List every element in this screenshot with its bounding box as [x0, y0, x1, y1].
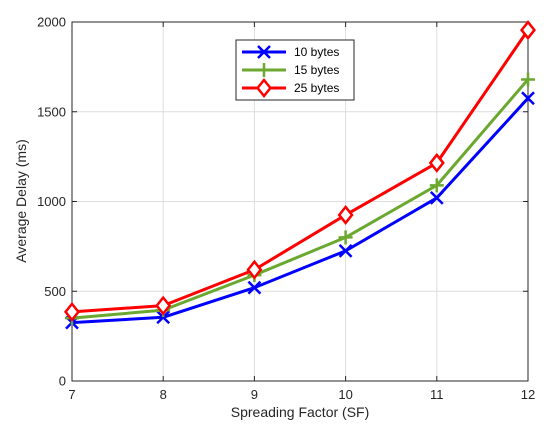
series-line: [71, 29, 530, 314]
x-tick-label: 10: [338, 387, 352, 402]
legend-label: 10 bytes: [294, 45, 339, 59]
data-point: [338, 243, 353, 258]
legend-marker: [257, 45, 271, 59]
series-group: [63, 20, 537, 330]
data-point: [429, 178, 444, 193]
y-axis-label: Average Delay (ms): [13, 139, 29, 262]
data-point: [338, 230, 353, 245]
data-point: [429, 191, 444, 205]
legend-marker: [257, 63, 271, 77]
data-point: [519, 20, 537, 41]
y-tick-label: 1500: [37, 104, 66, 119]
y-tick-label: 2000: [37, 15, 66, 30]
legend: 10 bytes 15 bytes 25 bytes: [235, 39, 355, 101]
x-tick-label: 7: [68, 387, 75, 402]
axes: [71, 21, 529, 382]
x-axis-label: Spreading Factor (SF): [231, 404, 370, 420]
series-line: [71, 78, 530, 320]
data-point: [63, 301, 81, 322]
legend-label: 15 bytes: [294, 63, 339, 77]
x-tick-label: 9: [251, 387, 258, 402]
x-tick-label: 8: [160, 387, 167, 402]
legend-label: 25 bytes: [294, 81, 339, 95]
data-point: [156, 310, 171, 325]
data-point: [428, 152, 445, 173]
data-point: [155, 295, 172, 316]
data-point: [247, 280, 262, 295]
data-point: [521, 72, 535, 87]
tick-labels: 7 8 9 10 11 12 0 500 1000 1500 2000: [37, 15, 535, 403]
data-point: [337, 204, 354, 225]
y-tick-label: 500: [44, 284, 66, 299]
data-point: [246, 259, 263, 280]
y-tick-label: 0: [59, 374, 66, 389]
y-tick-label: 1000: [37, 194, 66, 209]
x-tick-label: 11: [430, 387, 444, 402]
series-0: [65, 91, 535, 330]
series-2: [63, 20, 537, 322]
legend-marker: [255, 77, 273, 99]
data-point: [521, 91, 535, 106]
x-tick-label: 12: [521, 387, 535, 402]
series-line: [71, 97, 530, 325]
